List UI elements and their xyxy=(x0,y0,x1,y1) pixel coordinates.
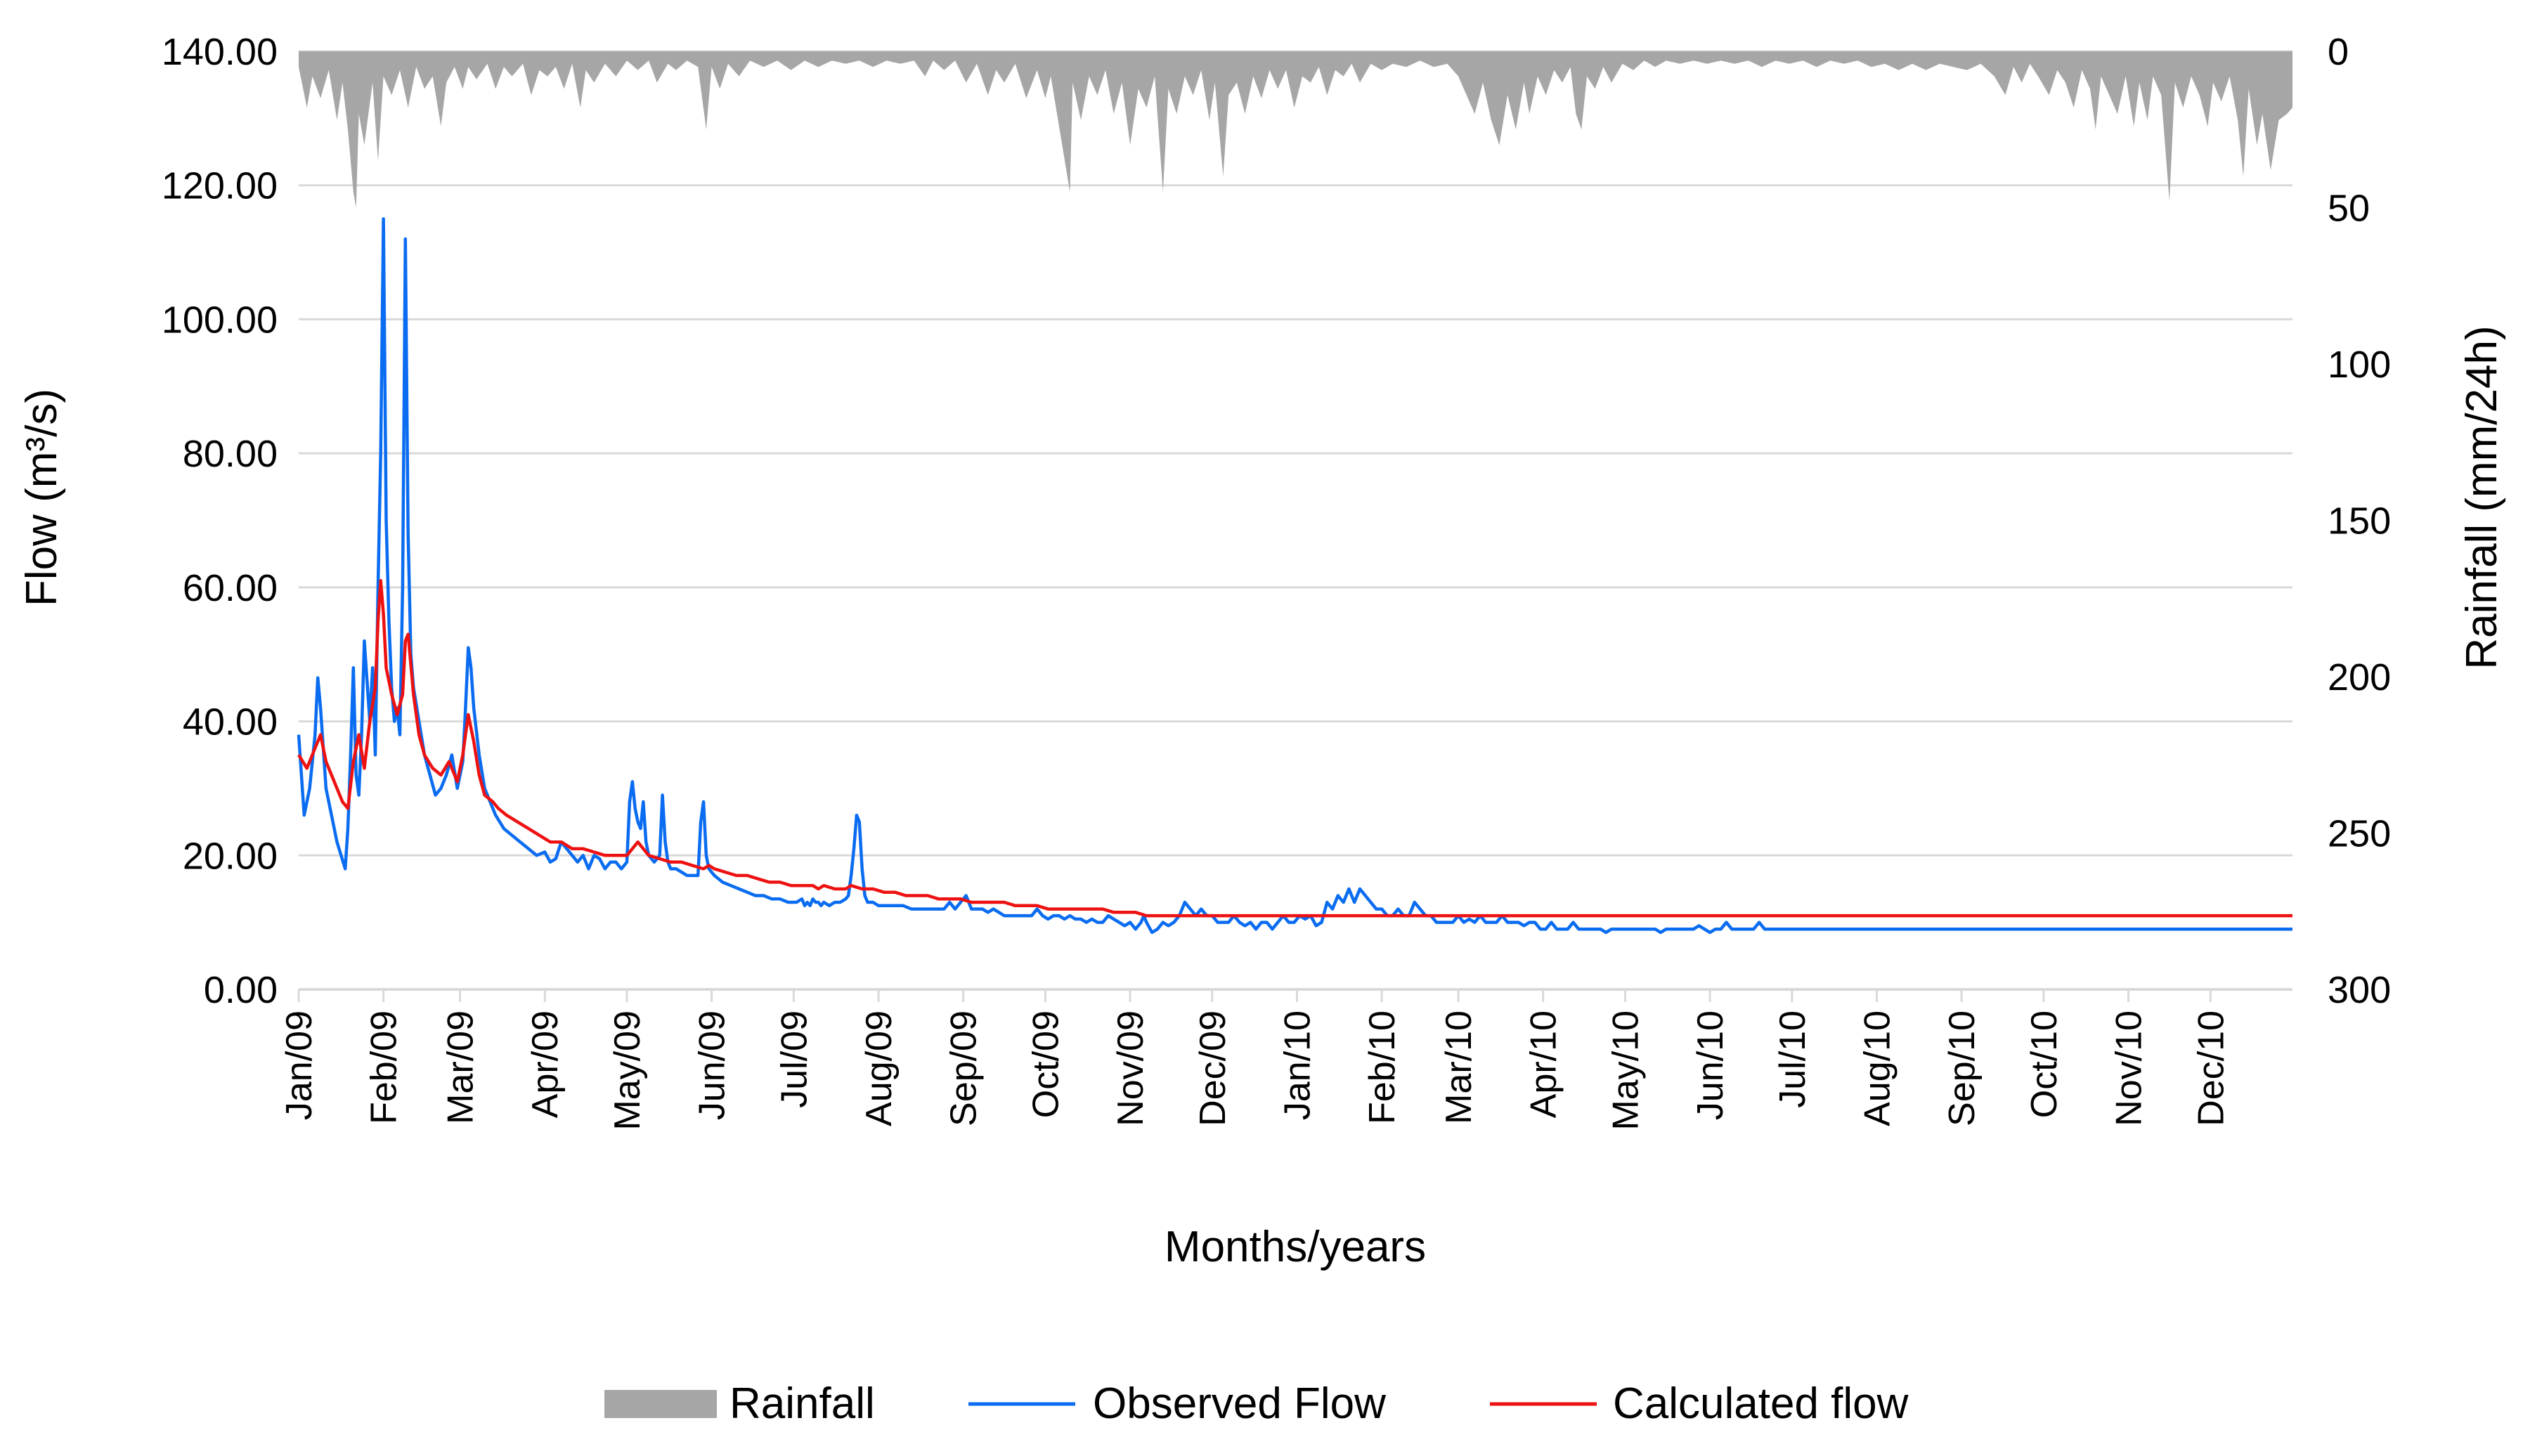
rainfall-area xyxy=(299,51,2292,208)
x-tick-label: Oct/09 xyxy=(1025,1010,1066,1118)
x-tick-label: Mar/10 xyxy=(1439,1010,1479,1124)
x-tick-label: Jan/09 xyxy=(279,1010,320,1120)
x-tick-label: Nov/09 xyxy=(1110,1010,1151,1126)
x-tick-label: Jun/09 xyxy=(692,1010,733,1120)
x-axis-title: Months/years xyxy=(1165,1223,1426,1271)
x-tick-label: Feb/10 xyxy=(1362,1010,1403,1124)
y-tick-label: 0.00 xyxy=(204,969,278,1011)
right-axis-ticks: 0 50 100 150 200 250 300 xyxy=(2328,31,2391,1011)
x-tick-label: Jun/10 xyxy=(1690,1010,1731,1120)
x-tick-label: Mar/09 xyxy=(441,1010,481,1124)
x-tick-label: Dec/10 xyxy=(2191,1010,2231,1126)
x-tick-label: Aug/10 xyxy=(1857,1010,1898,1126)
x-tick-label: Aug/09 xyxy=(859,1010,900,1126)
rainfall-layer xyxy=(299,51,2292,208)
legend-label-rainfall: Rainfall xyxy=(729,1379,875,1428)
x-tick-label: May/10 xyxy=(1605,1010,1646,1131)
y2-axis-title: Rainfall (mm/24h) xyxy=(2458,325,2506,669)
x-tick-label: Jan/10 xyxy=(1277,1010,1318,1120)
x-tick-label: Jul/10 xyxy=(1772,1010,1813,1108)
legend-label-calculated: Calculated flow xyxy=(1613,1379,1909,1428)
x-tick-label: Feb/09 xyxy=(364,1010,405,1124)
x-tick-label: Dec/09 xyxy=(1193,1010,1233,1126)
observed-flow-line xyxy=(297,217,2292,935)
x-tick-label: May/09 xyxy=(607,1010,648,1131)
legend-swatch-rainfall xyxy=(604,1390,717,1418)
observed-flow-layer xyxy=(297,217,2292,935)
y-tick-label: 20.00 xyxy=(183,835,278,877)
y2-tick-label: 300 xyxy=(2328,969,2391,1011)
x-tick-label: Oct/10 xyxy=(2024,1010,2065,1118)
x-tick-label: Nov/10 xyxy=(2109,1010,2150,1126)
x-tick-label: Sep/09 xyxy=(944,1010,985,1126)
legend: Rainfall Observed Flow Calculated flow xyxy=(604,1379,1909,1428)
y2-tick-label: 250 xyxy=(2328,813,2391,855)
legend-label-observed: Observed Flow xyxy=(1093,1379,1386,1428)
left-axis-ticks: 0.00 20.00 40.00 60.00 80.00 100.00 120.00 140.… xyxy=(162,31,278,1011)
y-tick-label: 100.00 xyxy=(162,299,278,341)
y-tick-label: 80.00 xyxy=(183,433,278,475)
x-axis-ticks: Jan/09 Feb/09 Mar/09 Apr/09 May/09 Jun/09 Jul/… xyxy=(279,989,2231,1131)
calculated-flow-line xyxy=(297,579,2292,918)
calculated-flow-layer xyxy=(297,579,2292,918)
y2-tick-label: 200 xyxy=(2328,656,2391,698)
x-tick-label: Jul/09 xyxy=(774,1010,815,1108)
y2-tick-label: 0 xyxy=(2328,31,2349,73)
y-tick-label: 120.00 xyxy=(162,165,278,207)
y2-tick-label: 50 xyxy=(2328,188,2370,230)
gridlines xyxy=(299,50,2292,857)
x-tick-label: Apr/09 xyxy=(525,1010,566,1118)
y-tick-label: 40.00 xyxy=(183,701,278,743)
y-tick-label: 140.00 xyxy=(162,31,278,73)
y-tick-label: 60.00 xyxy=(183,567,278,609)
y-axis-title: Flow (m³/s) xyxy=(18,389,66,606)
y2-tick-label: 150 xyxy=(2328,500,2391,542)
y2-tick-label: 100 xyxy=(2328,344,2391,386)
x-tick-label: Apr/10 xyxy=(1524,1010,1564,1118)
x-tick-label: Sep/10 xyxy=(1942,1010,1983,1126)
